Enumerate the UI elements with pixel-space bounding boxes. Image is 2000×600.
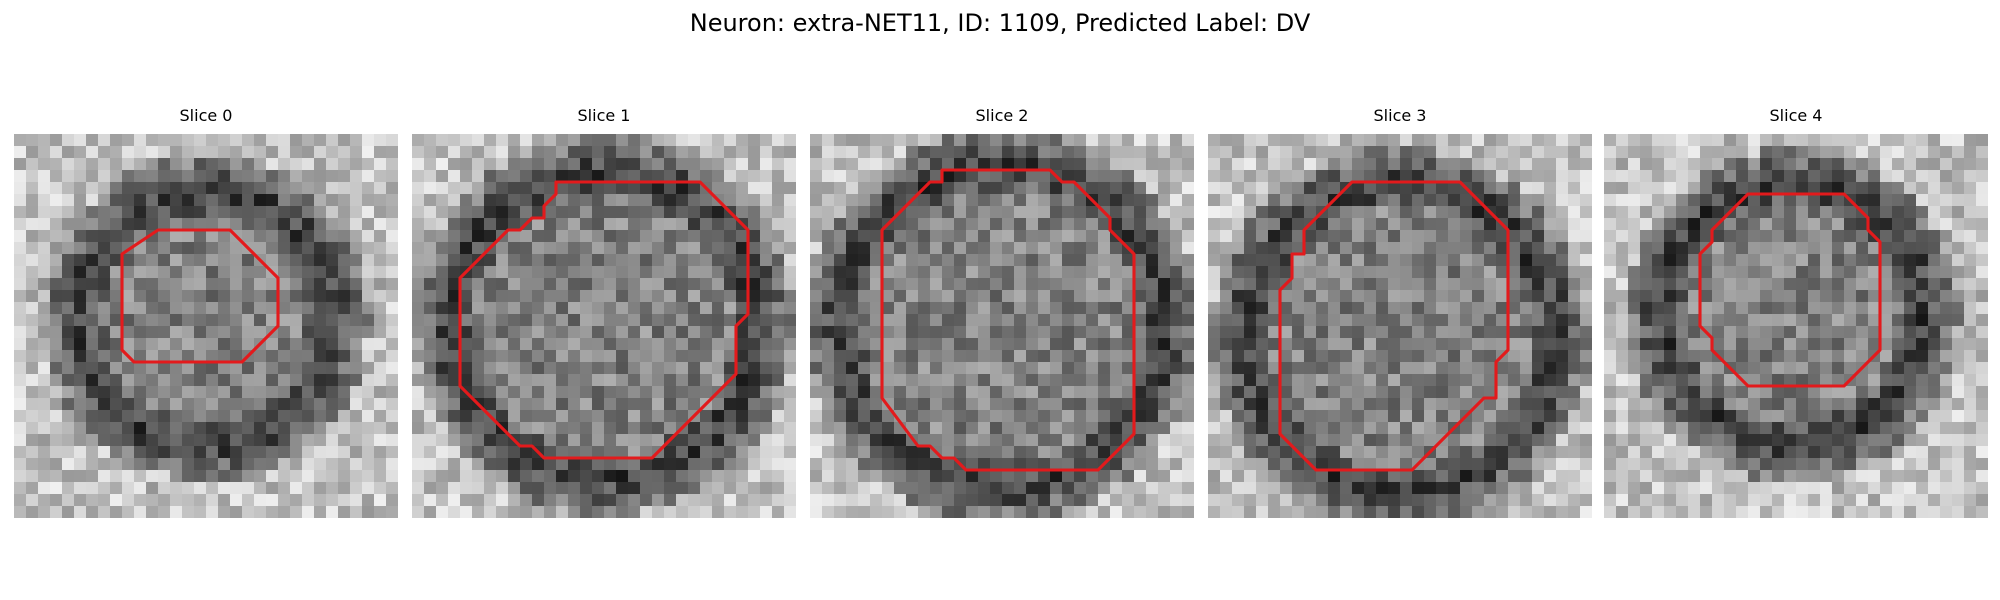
neuron-contour <box>1698 192 1882 388</box>
slice-pixel-grid <box>1604 134 1988 518</box>
slice-image-1 <box>412 134 796 518</box>
slice-pixel-grid <box>810 134 1194 518</box>
neuron-contour <box>880 168 1136 472</box>
slice-title-2: Slice 2 <box>975 106 1029 125</box>
slice-image-2 <box>810 134 1194 518</box>
slice-pixel-grid <box>412 134 796 518</box>
neuron-contour <box>458 180 750 460</box>
slice-image-3 <box>1208 134 1592 518</box>
slice-image-0 <box>14 134 398 518</box>
neuron-contour <box>1278 180 1510 472</box>
slice-title-1: Slice 1 <box>577 106 631 125</box>
slice-pixel-grid <box>14 134 398 518</box>
slice-title-4: Slice 4 <box>1769 106 1823 125</box>
slice-pixel-grid <box>1208 134 1592 518</box>
slice-image-4 <box>1604 134 1988 518</box>
slice-title-3: Slice 3 <box>1373 106 1427 125</box>
neuron-contour <box>120 228 280 364</box>
slice-title-0: Slice 0 <box>179 106 233 125</box>
figure-title: Neuron: extra-NET11, ID: 1109, Predicted… <box>689 9 1311 37</box>
